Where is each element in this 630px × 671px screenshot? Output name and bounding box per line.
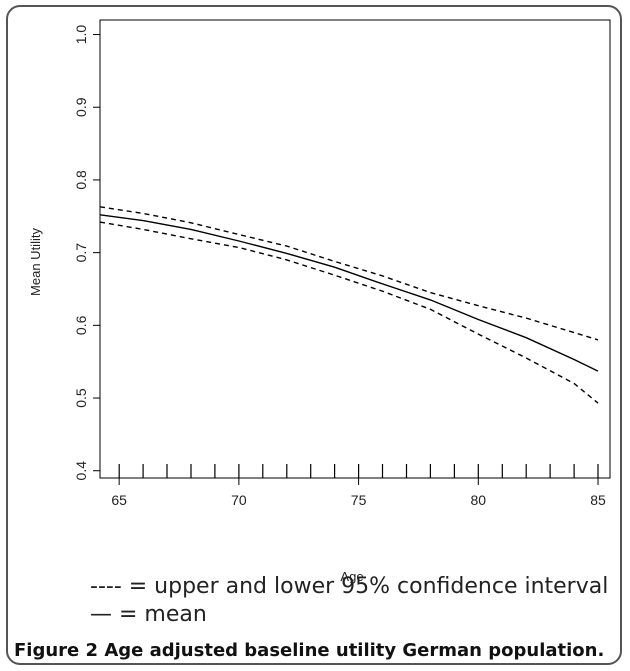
x-tick-label: 75 — [351, 492, 367, 508]
series-layer — [99, 206, 599, 404]
caption-text: Age adjusted baseline utility German pop… — [98, 640, 605, 661]
series-line-ci-1 — [99, 206, 599, 341]
plot-area-border — [99, 19, 611, 479]
x-tick-label: 85 — [590, 492, 606, 508]
rug-layer — [118, 464, 599, 478]
y-tick-label: 0.4 — [73, 461, 89, 481]
series-line-mean — [99, 214, 599, 372]
y-tick-label: 0.5 — [73, 388, 89, 408]
y-axis: 0.4 0.5 0.6 0.7 0.8 0.9 1.0 — [73, 25, 100, 481]
x-tick-label: 65 — [111, 492, 127, 508]
legend-ci-symbol: ---- — [90, 574, 122, 599]
legend-mean-text: = mean — [112, 602, 207, 627]
legend-mean-symbol: — — [90, 602, 112, 627]
y-tick-label: 1.0 — [73, 25, 89, 45]
x-tick-label: 80 — [471, 492, 487, 508]
chart: 65 70 75 80 85 0.4 0.5 0.6 0.7 0.8 0.9 1.0 Age Mea… — [28, 19, 611, 584]
x-axis-label: Age — [340, 569, 363, 584]
figure-caption: Figure 2 Age adjusted baseline utility G… — [14, 640, 604, 661]
x-tick-label: 70 — [231, 492, 247, 508]
y-axis-label: Mean Utility — [28, 228, 43, 296]
y-tick-label: 0.6 — [73, 315, 89, 335]
legend-mean: — = mean — [90, 602, 207, 627]
y-tick-label: 0.7 — [73, 243, 89, 263]
y-tick-label: 0.9 — [73, 97, 89, 117]
series-line-ci-2 — [99, 221, 599, 404]
caption-label: Figure 2 — [14, 640, 99, 661]
x-axis: 65 70 75 80 85 — [111, 478, 606, 508]
y-tick-label: 0.8 — [73, 170, 89, 190]
legend-ci: ---- = upper and lower 95% confidence in… — [90, 574, 608, 599]
legend-ci-text: = upper and lower 95% confidence interva… — [121, 574, 609, 599]
